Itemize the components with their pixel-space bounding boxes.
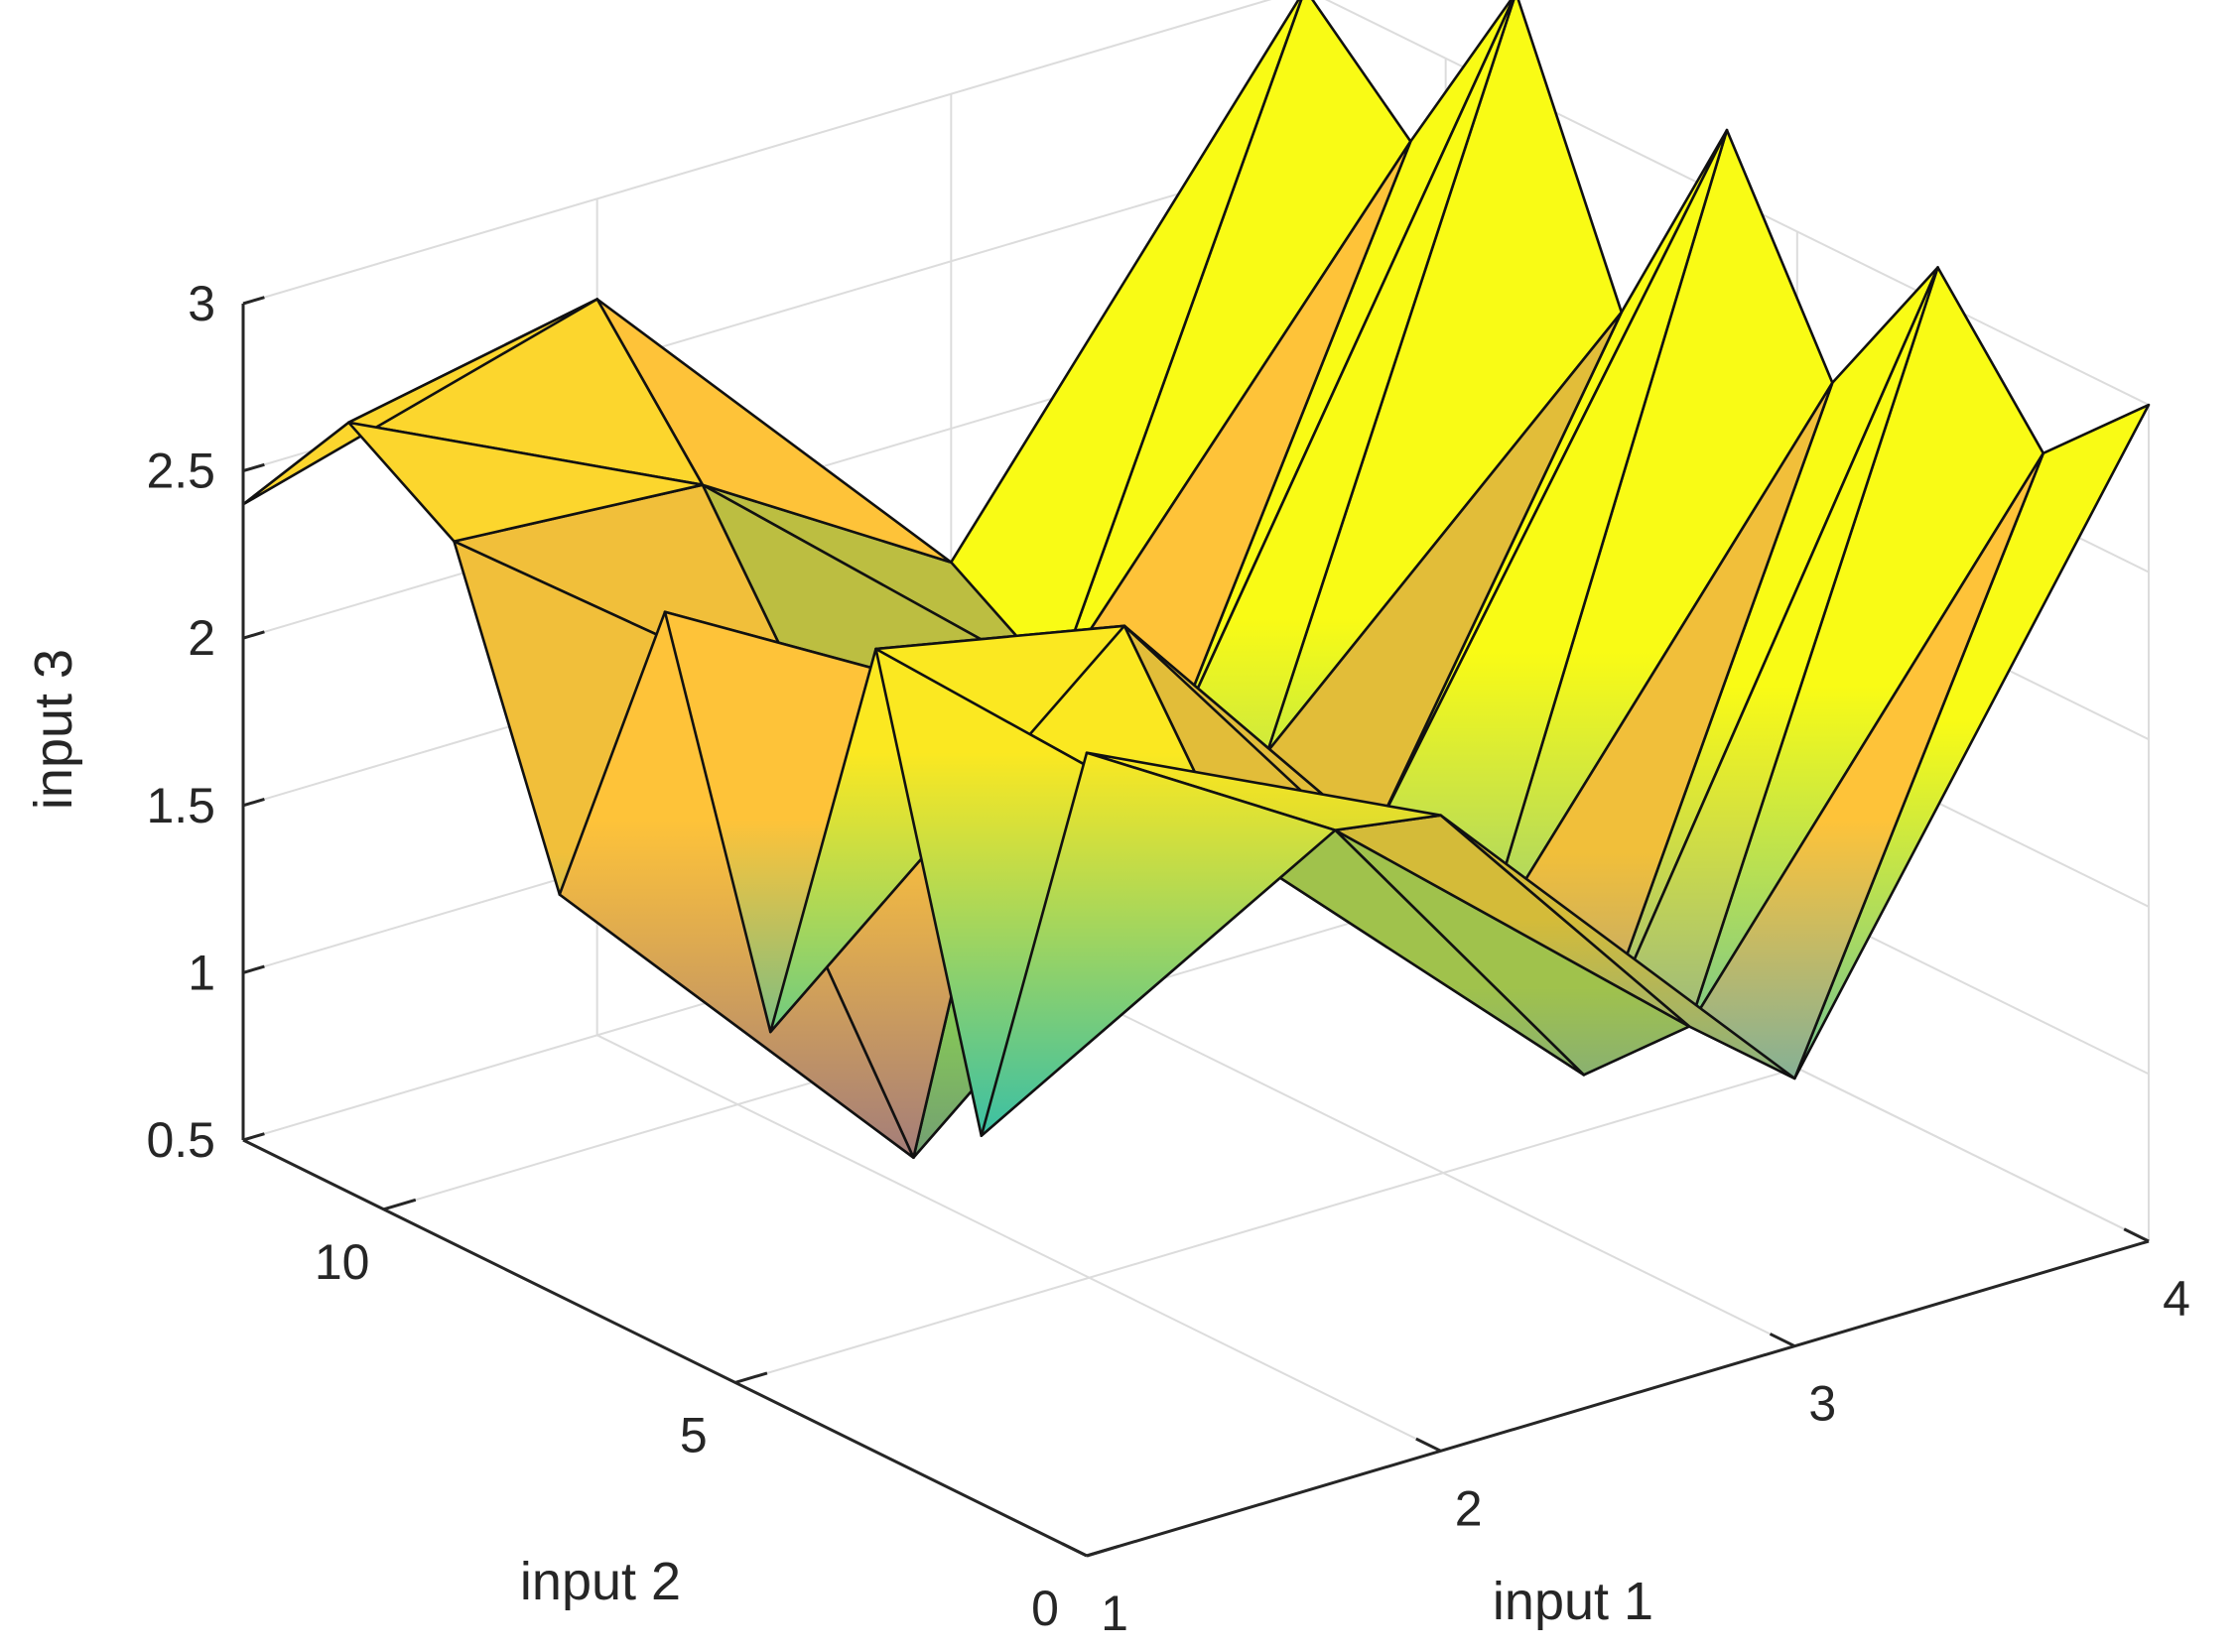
x-tick-mark — [2123, 1227, 2150, 1243]
surface-facet — [346, 421, 705, 543]
x-axis-label: input 1 — [1493, 1572, 1653, 1631]
x-tick-label: 1 — [1101, 1586, 1128, 1641]
tick-labels: 1 2 3 4 0 5 10 0.5 1 1.5 2 2.5 3 — [146, 276, 2189, 1641]
y-tick-label: 5 — [680, 1407, 708, 1462]
z-tick-mark — [242, 798, 265, 808]
z-tick-mark — [242, 462, 265, 473]
x-tick-mark — [1415, 1437, 1442, 1453]
x-tick-mark — [1061, 1542, 1088, 1558]
gridline-floor-y — [734, 1067, 1798, 1384]
z-tick-mark — [242, 630, 265, 640]
z-tick-mark — [242, 296, 265, 306]
x-tick-label: 2 — [1455, 1480, 1483, 1536]
y-axis-line — [242, 1138, 1088, 1558]
surface-plot — [241, 0, 2151, 1159]
x-tick-label: 4 — [2163, 1271, 2190, 1327]
z-tick-label: 0.5 — [146, 1112, 215, 1168]
z-tick-mark — [242, 1132, 265, 1142]
surface-facet — [980, 751, 1337, 1137]
x-axis-line — [1086, 1239, 2150, 1558]
z-tick-label: 1.5 — [146, 778, 215, 833]
z-tick-label: 1 — [188, 945, 215, 1000]
z-tick-label: 3 — [188, 276, 215, 331]
y-tick-label: 10 — [315, 1234, 370, 1290]
x-tick-mark — [1769, 1333, 1795, 1348]
x-tick-label: 3 — [1808, 1376, 1836, 1432]
axes — [241, 296, 2150, 1558]
gridline-back-z — [242, 0, 1272, 305]
z-tick-mark — [242, 964, 265, 974]
z-tick-label: 2 — [188, 610, 215, 666]
surface-facet — [241, 298, 599, 506]
y-tick-mark — [734, 1371, 768, 1384]
z-tick-label: 2.5 — [146, 444, 215, 499]
y-axis-label: input 2 — [520, 1552, 681, 1611]
y-tick-mark — [1086, 1545, 1120, 1558]
y-tick-mark — [383, 1198, 417, 1211]
z-axis-label: input 3 — [24, 649, 83, 810]
y-tick-label: 0 — [1031, 1581, 1059, 1636]
